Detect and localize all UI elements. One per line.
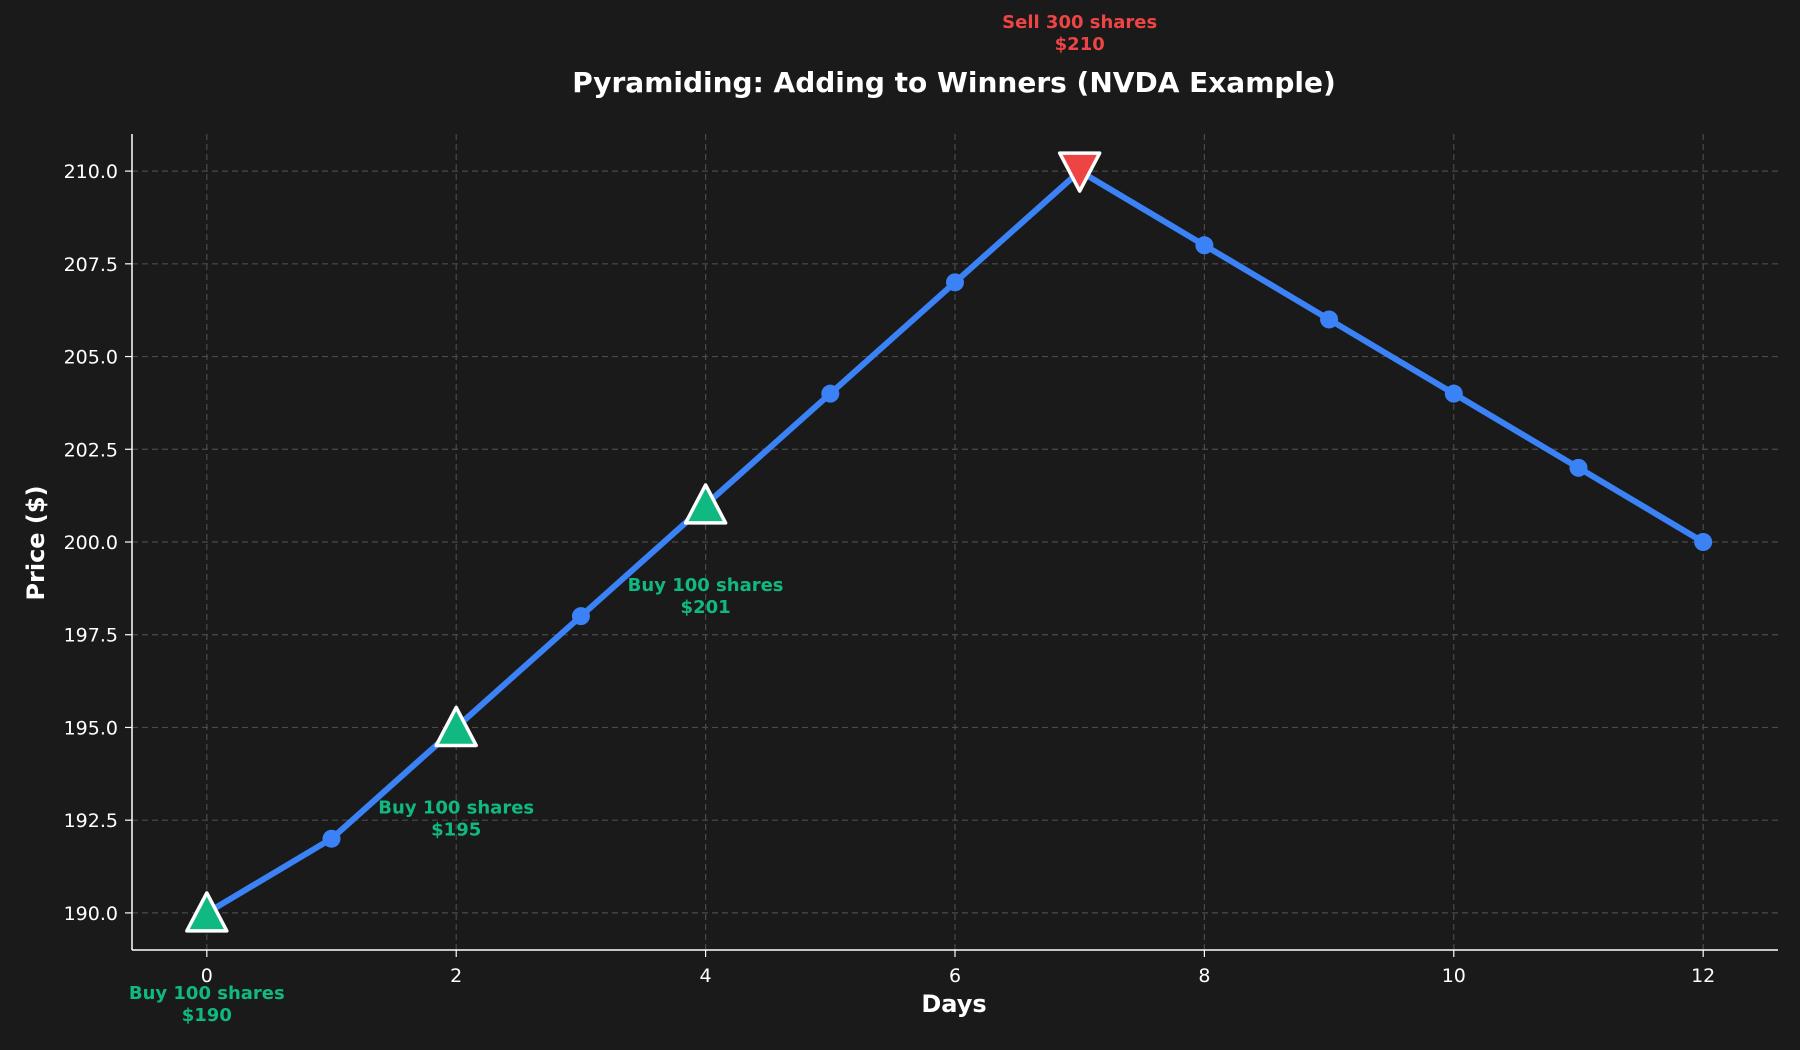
- trade-markers: [185, 151, 1102, 933]
- price-point: [1195, 236, 1214, 255]
- price-point: [1444, 384, 1463, 403]
- sell-marker: [1057, 151, 1102, 193]
- grid: [132, 134, 1778, 950]
- y-axis-title: Price ($): [22, 485, 50, 600]
- x-tick-label: 2: [450, 965, 462, 987]
- annotation-price: $195: [431, 819, 481, 840]
- buy-marker: [185, 891, 229, 933]
- y-tick-label: 202.5: [64, 439, 118, 461]
- chart-title: Pyramiding: Adding to Winners (NVDA Exam…: [572, 66, 1336, 99]
- price-point: [1320, 310, 1339, 329]
- annotation-price: $201: [681, 597, 731, 618]
- price-point: [571, 607, 590, 626]
- y-tick-label: 200.0: [64, 532, 118, 554]
- price-point: [946, 273, 964, 292]
- annotation-price: $190: [182, 1005, 232, 1026]
- buy-marker: [434, 705, 478, 748]
- annotation-label: Sell 300 shares: [1002, 12, 1157, 33]
- x-tick-label: 12: [1691, 965, 1715, 987]
- x-axis-title: Days: [921, 990, 986, 1018]
- price-point: [322, 829, 341, 848]
- x-tick-label: 6: [949, 965, 961, 987]
- x-tick-label: 10: [1442, 965, 1466, 987]
- y-tick-label: 195.0: [64, 717, 118, 739]
- x-tick-label: 8: [1198, 965, 1210, 987]
- y-tick-label: 192.5: [64, 810, 118, 832]
- annotation-price: $210: [1055, 34, 1105, 55]
- y-tick-label: 207.5: [64, 254, 118, 276]
- price-point: [821, 384, 840, 403]
- price-point: [1569, 458, 1588, 477]
- axes: 0 2 4 6 8 10 12 190.0 192.5 195.0 197.5 200.0 202.5 2…: [64, 134, 1778, 987]
- buy-marker: [683, 483, 728, 525]
- annotation-label: Buy 100 shares: [129, 983, 285, 1004]
- price-point: [1694, 533, 1713, 551]
- y-tick-label: 205.0: [64, 347, 118, 369]
- y-tick-label: 197.5: [64, 625, 118, 647]
- y-tick-label: 190.0: [64, 903, 118, 925]
- annotation-label: Buy 100 shares: [628, 575, 784, 596]
- x-tick-label: 0: [201, 965, 213, 987]
- y-tick-label: 210.0: [64, 161, 118, 183]
- x-tick-label: 4: [700, 965, 712, 987]
- annotation-label: Buy 100 shares: [378, 797, 534, 818]
